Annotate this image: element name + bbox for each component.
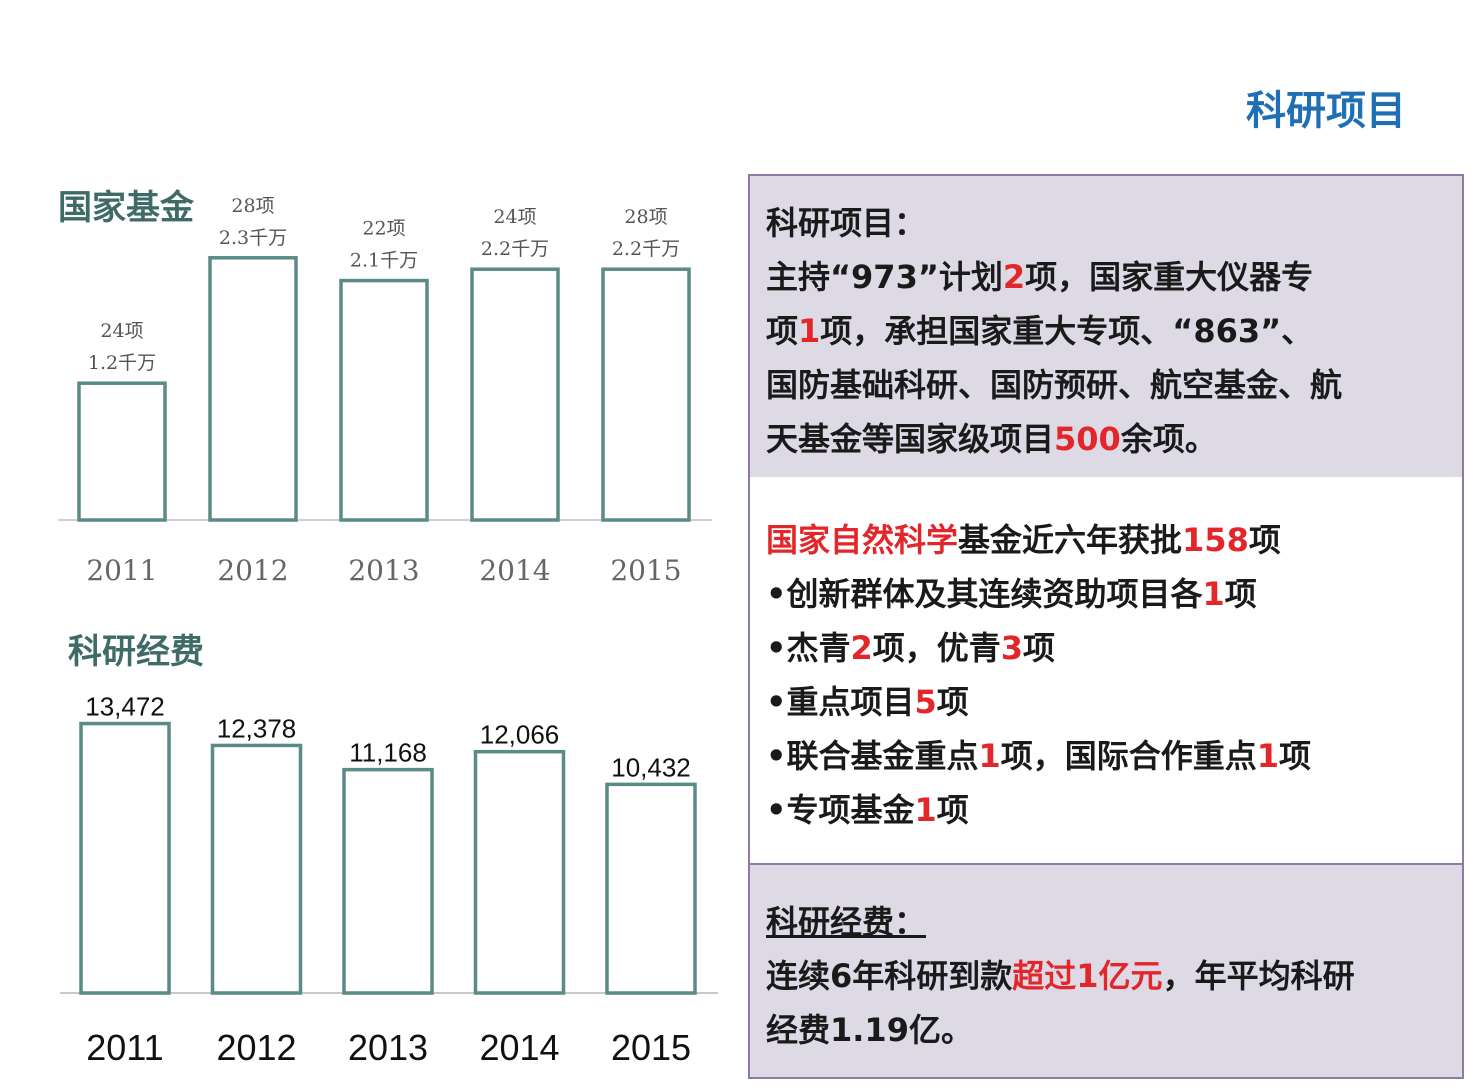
chart1-x-tick: 2013 xyxy=(348,554,419,587)
panel1-line2: 项1项，承担国家重大专项、“863”、 xyxy=(766,312,1314,350)
chart2-bar xyxy=(342,767,434,995)
chart2-bar xyxy=(473,749,566,995)
panel2-line5: •联合基金重点1项，国际合作重点1项 xyxy=(766,737,1312,775)
chart1-bar xyxy=(470,267,560,522)
chart1-label-amount: 1.2千万 xyxy=(88,352,156,374)
chart2-data-label: 13,472 xyxy=(85,692,165,722)
chart1-label-count: 24项 xyxy=(100,320,143,342)
page-title: 科研项目 xyxy=(1246,88,1406,134)
chart2-x-tick: 2011 xyxy=(86,1027,163,1068)
chart2-bar xyxy=(605,782,697,995)
chart2-data-label: 11,168 xyxy=(349,738,427,768)
chart1-label-count: 24项 xyxy=(493,206,536,228)
chart2-bar xyxy=(79,721,171,995)
chart2-x-tick: 2014 xyxy=(479,1027,559,1068)
chart2-x-tick: 2015 xyxy=(611,1027,691,1068)
chart2-data-label: 10,432 xyxy=(611,752,691,782)
chart1-x-tick: 2014 xyxy=(479,554,550,587)
research-projects-panel: 科研项目： 主持“973”计划2项，国家重大仪器专 项1项，承担国家重大专项、“… xyxy=(748,174,1464,479)
panel2-line4: •重点项目5项 xyxy=(766,683,969,721)
chart2-title: 科研经费 xyxy=(68,632,204,672)
research-funding-chart: 13,472 2011 12,378 2012 11,168 2013 12,066 2014… xyxy=(60,692,718,1068)
chart2-data-label: 12,066 xyxy=(480,720,560,750)
chart1-label-amount: 2.1千万 xyxy=(350,250,418,272)
chart1-bar xyxy=(208,256,298,522)
chart1-label-amount: 2.2千万 xyxy=(612,238,680,260)
chart2-x-tick: 2013 xyxy=(348,1027,428,1068)
panel2-line6: •专项基金1项 xyxy=(766,791,969,829)
panel1-heading: 科研项目： xyxy=(766,204,927,242)
chart1-x-tick: 2011 xyxy=(86,554,157,587)
panel2-line3: •杰青2项，优青3项 xyxy=(766,629,1056,667)
panel1-line3: 国防基础科研、国防预研、航空基金、航 xyxy=(766,366,1343,404)
panel2-line2: •创新群体及其连续资助项目各1项 xyxy=(766,575,1257,613)
chart1-label-count: 28项 xyxy=(624,206,667,228)
panel2-line1: 国家自然科学基金近六年获批158项 xyxy=(766,521,1281,559)
panel3-line2: 经费1.19亿。 xyxy=(766,1011,973,1049)
chart2-bar xyxy=(210,743,303,995)
panel3-line1: 连续6年科研到款超过1亿元，年平均科研 xyxy=(766,957,1355,995)
chart1-bar xyxy=(77,381,167,522)
chart1-bar xyxy=(339,278,429,522)
chart2-x-tick: 2012 xyxy=(216,1027,296,1068)
chart1-bar xyxy=(601,267,691,522)
panel1-line1: 主持“973”计划2项，国家重大仪器专 xyxy=(766,258,1314,296)
nsfc-panel: 国家自然科学基金近六年获批158项 •创新群体及其连续资助项目各1项 •杰青2项… xyxy=(748,477,1464,865)
chart1-label-amount: 2.3千万 xyxy=(219,227,287,249)
national-fund-chart: 24项 1.2千万 2011 28项 2.3千万 2012 22项 2.1千万 2013 24项 2… xyxy=(58,195,712,587)
research-funding-panel: 科研经费： 连续6年科研到款超过1亿元，年平均科研 经费1.19亿。 xyxy=(748,863,1464,1079)
chart1-title: 国家基金 xyxy=(58,188,194,228)
chart1-x-tick: 2012 xyxy=(217,554,288,587)
panel1-line4: 天基金等国家级项目500余项。 xyxy=(766,420,1217,458)
chart1-label-count: 28项 xyxy=(231,195,274,217)
panel3-heading: 科研经费： xyxy=(766,903,927,941)
chart1-label-amount: 2.2千万 xyxy=(481,238,549,260)
chart1-x-tick: 2015 xyxy=(610,554,681,587)
chart1-label-count: 22项 xyxy=(362,218,405,240)
chart2-data-label: 12,378 xyxy=(217,713,297,743)
